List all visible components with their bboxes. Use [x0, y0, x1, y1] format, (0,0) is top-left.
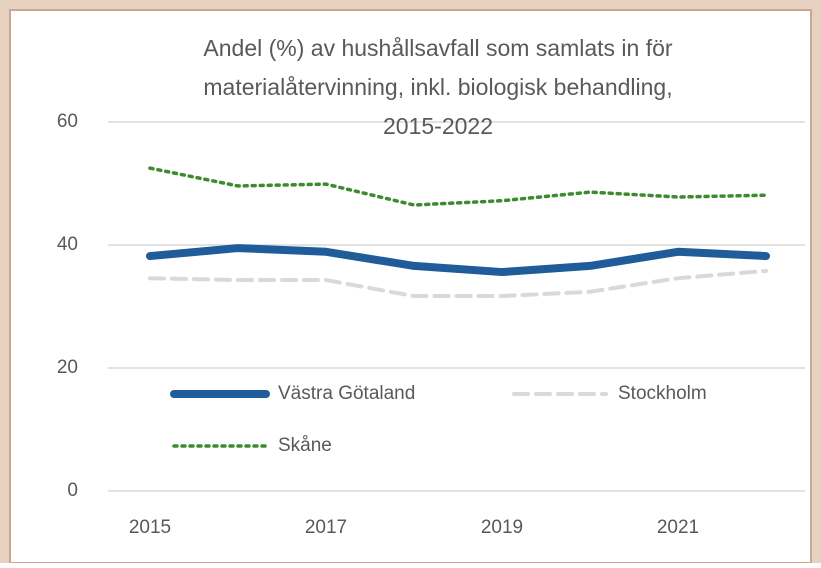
chart-area — [9, 9, 812, 564]
y-tick-label: 0 — [67, 480, 78, 501]
x-tick-label: 2021 — [657, 517, 699, 538]
y-tick-label: 60 — [57, 111, 78, 132]
chart-title: 2015-2022 — [383, 113, 493, 139]
legend-label: Västra Götaland — [278, 383, 415, 404]
series-line — [148, 166, 768, 207]
chart-title: Andel (%) av hushållsavfall som samlats … — [203, 35, 672, 61]
y-tick-label: 40 — [57, 234, 78, 255]
series-line — [146, 244, 770, 277]
x-tick-label: 2019 — [481, 517, 523, 538]
legend-label: Skåne — [278, 435, 332, 456]
x-tick-label: 2015 — [129, 517, 171, 538]
x-tick-label: 2017 — [305, 517, 347, 538]
y-tick-label: 20 — [57, 357, 78, 378]
chart-title: materialåtervinning, inkl. biologisk beh… — [203, 74, 672, 100]
legend-label: Stockholm — [618, 383, 707, 404]
series-line — [148, 268, 768, 299]
